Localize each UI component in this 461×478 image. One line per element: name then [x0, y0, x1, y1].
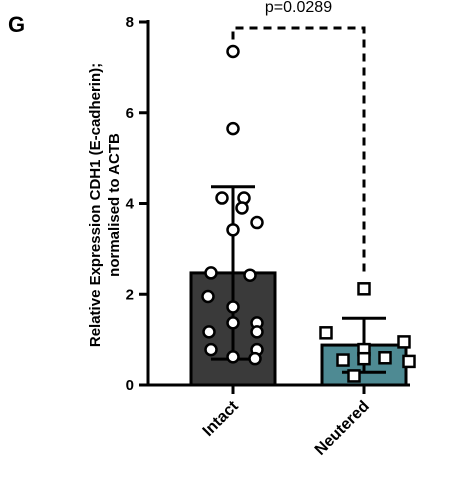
y-axis-label-line2: normalised to ACTB [106, 133, 123, 277]
significance-bracket [231, 26, 366, 277]
data-point [202, 325, 216, 339]
data-point [357, 282, 371, 296]
data-point [226, 350, 240, 364]
p-value-label: p=0.0289 [265, 0, 332, 16]
data-point [319, 326, 333, 340]
y-tick-label: 6 [126, 105, 134, 122]
data-point [226, 316, 240, 330]
data-point [378, 351, 392, 365]
data-point [402, 354, 416, 369]
y-tick-label: 0 [126, 377, 134, 394]
data-point [250, 215, 264, 230]
y-axis-label-line1: Relative Expression CDH1 (E-cadherin); [87, 63, 104, 347]
data-point [204, 266, 218, 280]
data-point [397, 335, 411, 349]
x-tick-label: Neutered [312, 398, 373, 459]
data-point [226, 44, 240, 59]
data-point [357, 351, 371, 366]
data-point [226, 223, 240, 237]
data-point [250, 325, 264, 339]
data-point [248, 351, 262, 366]
data-point [347, 369, 361, 383]
y-tick-label: 8 [126, 14, 134, 31]
y-tick-label: 4 [126, 196, 135, 213]
data-point [226, 121, 240, 136]
data-point [226, 300, 240, 314]
data-point [243, 268, 257, 282]
y-tick-label: 2 [126, 286, 134, 303]
data-point [215, 191, 229, 205]
data-point [201, 289, 215, 304]
x-tick-label: Intact [200, 397, 243, 440]
panel-label: G [8, 12, 26, 37]
data-point [204, 342, 218, 357]
data-point [336, 353, 350, 367]
data-point [235, 201, 249, 215]
